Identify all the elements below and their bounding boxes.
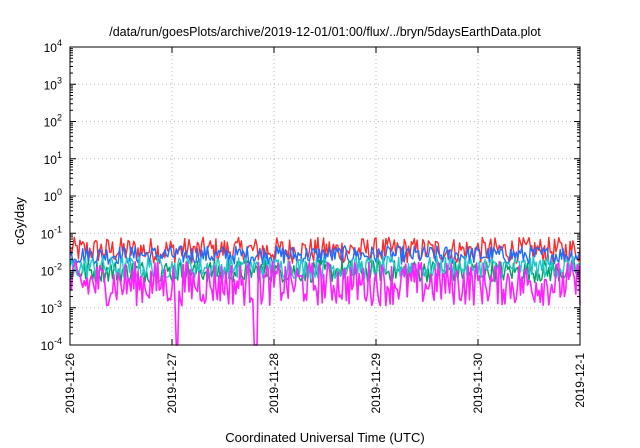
y-tick-label: 104 — [44, 38, 62, 55]
x-tick-label: 2019-11-30 — [471, 353, 485, 414]
y-tick-label: 100 — [44, 187, 62, 204]
chart-title: /data/run/goesPlots/archive/2019-12-01/0… — [109, 25, 541, 39]
series-line — [69, 260, 581, 346]
x-tick-label: 2019-11-27 — [165, 353, 179, 414]
series-layer — [69, 236, 581, 346]
x-tick-label: 2019-11-29 — [369, 353, 383, 414]
y-tick-label: 103 — [44, 75, 62, 92]
y-tick-label: 10-3 — [41, 299, 62, 316]
x-tick-label: 2019-11-28 — [267, 353, 281, 414]
x-tick-label: 2019-11-26 — [63, 353, 77, 414]
y-tick-label: 10-4 — [41, 336, 62, 353]
y-tick-label: 102 — [44, 113, 62, 130]
axis-ticks: 10-4 10-3 10-2 10-1 100 101 102 103 104 2019-11-2… — [41, 38, 587, 414]
series-line — [69, 245, 581, 265]
y-axis-label: cGy/day — [12, 197, 27, 245]
y-tick-label: 101 — [44, 150, 62, 167]
x-tick-label: 2019-12-1 — [573, 353, 587, 408]
y-tick-label: 10-2 — [41, 262, 62, 279]
x-axis-label: Coordinated Universal Time (UTC) — [225, 430, 424, 445]
y-tick-label: 10-1 — [41, 224, 62, 241]
